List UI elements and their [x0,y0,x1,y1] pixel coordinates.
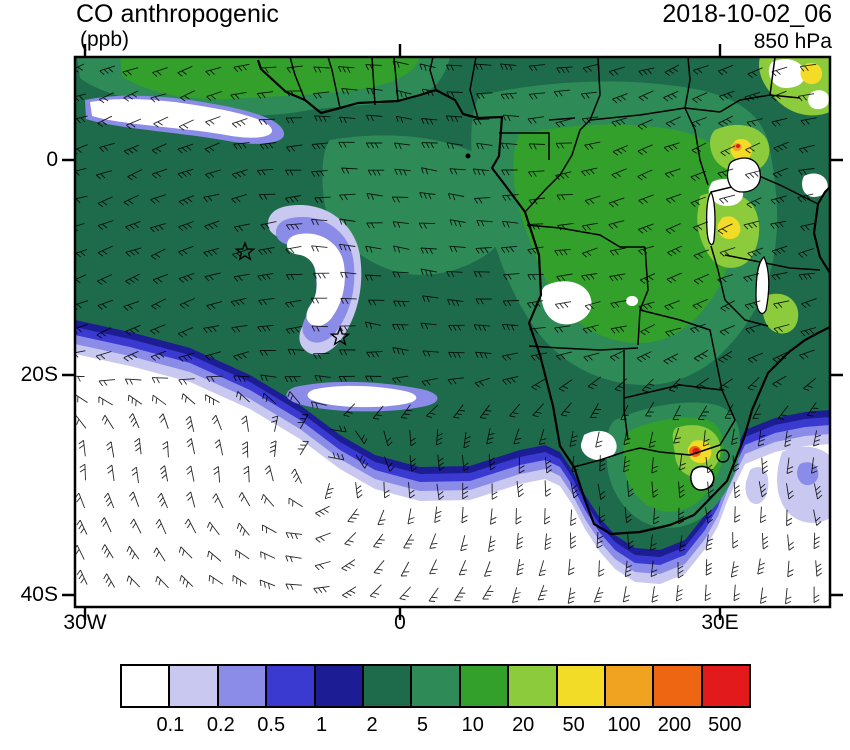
colorbar-cell-5 [361,664,413,708]
colorbar-label-1: 1 [316,714,328,736]
colorbar-label-500: 500 [708,714,742,736]
colorbar-cell-11 [652,664,703,708]
xtick-label-30e: 30E [701,611,739,634]
plot-units-label: (ppb) [80,28,130,51]
colorbar-label-20: 20 [512,714,535,736]
map-frame [73,55,832,609]
wind-barbs [75,60,823,605]
colorbar-cell-9 [555,664,606,708]
colorbar-cell-10 [603,664,655,708]
plot-datetime: 2018-10-02_06 [662,0,832,28]
colorbar-cell-3 [265,664,316,708]
colorbar-label-10: 10 [461,714,484,736]
xtick-label-0: 0 [394,611,406,634]
colorbar-label-0.1: 0.1 [156,714,185,736]
colorbar-label-100: 100 [607,714,641,736]
map-layers [75,57,830,605]
colorbar-label-2: 2 [366,714,378,736]
colorbar-cell-0 [120,664,171,708]
storm-star-2 [329,325,351,346]
colorbar [120,664,752,708]
colorbar-label-5: 5 [416,714,428,736]
colorbar-label-0.2: 0.2 [206,714,235,736]
ytick-label-20s: 20S [20,363,58,386]
colorbar-cell-1 [168,664,219,708]
ytick-label-0: 0 [46,148,58,171]
colorbar-cell-2 [216,664,268,708]
colorbar-cell-7 [458,664,510,708]
storm-star-1 [234,240,256,261]
colorbar-cell-6 [410,664,461,708]
axis-ticks [62,44,843,620]
colorbar-label-0.5: 0.5 [257,714,286,736]
colorbar-cell-4 [313,664,364,708]
island-dot [465,153,471,159]
plot-title: CO anthropogenic [76,0,279,28]
plot-pressure-level: 850 hPa [753,30,832,53]
colorbar-cell-12 [700,664,752,708]
xtick-label-30w: 30W [63,611,107,634]
colorbar-label-50: 50 [562,714,585,736]
ytick-label-40s: 40S [20,583,58,606]
colorbar-cell-8 [507,664,558,708]
colorbar-label-200: 200 [657,714,692,736]
